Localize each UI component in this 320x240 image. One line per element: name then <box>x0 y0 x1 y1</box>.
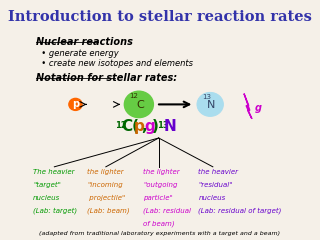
Text: nucleus: nucleus <box>33 195 60 201</box>
Text: projectile": projectile" <box>87 195 126 201</box>
Text: "outgoing: "outgoing <box>143 182 177 188</box>
Text: 12: 12 <box>130 93 139 99</box>
Text: C(: C( <box>121 120 139 134</box>
Text: The heavier: The heavier <box>33 169 75 175</box>
Text: "target": "target" <box>33 182 61 188</box>
Text: particle": particle" <box>143 195 172 201</box>
Text: (adapted from traditional laboratory experiments with a target and a beam): (adapted from traditional laboratory exp… <box>39 231 281 236</box>
Text: 12: 12 <box>115 120 127 130</box>
Text: p: p <box>72 99 79 109</box>
Circle shape <box>124 91 153 118</box>
Text: Notation for stellar rates:: Notation for stellar rates: <box>36 73 177 83</box>
Text: of beam): of beam) <box>143 220 174 227</box>
Circle shape <box>69 98 82 110</box>
Text: • generate energy: • generate energy <box>36 49 119 58</box>
Text: nucleus: nucleus <box>198 195 226 201</box>
Text: Introduction to stellar reaction rates: Introduction to stellar reaction rates <box>8 10 312 24</box>
Text: (Lab: residual of target): (Lab: residual of target) <box>198 207 282 214</box>
Circle shape <box>197 92 223 116</box>
Text: the lighter: the lighter <box>143 169 180 175</box>
Text: 13: 13 <box>157 120 168 130</box>
Text: ): ) <box>152 120 158 134</box>
Text: (Lab: residual: (Lab: residual <box>143 207 191 214</box>
Text: "incoming: "incoming <box>87 182 123 188</box>
Text: (Lab: beam): (Lab: beam) <box>87 207 130 214</box>
Text: N: N <box>164 120 176 134</box>
Text: Nuclear reactions: Nuclear reactions <box>36 37 133 47</box>
Polygon shape <box>244 94 252 119</box>
Text: g: g <box>254 103 261 113</box>
Text: ,: , <box>141 120 147 134</box>
Text: C: C <box>136 100 144 110</box>
Text: g: g <box>144 120 155 134</box>
Text: (Lab: target): (Lab: target) <box>33 207 77 214</box>
Text: 13: 13 <box>202 94 211 100</box>
Text: the lighter: the lighter <box>87 169 124 175</box>
Text: • create new isotopes and elements: • create new isotopes and elements <box>36 59 193 68</box>
Text: the heavier: the heavier <box>198 169 238 175</box>
Text: N: N <box>207 100 215 110</box>
Text: "residual": "residual" <box>198 182 233 188</box>
Text: p: p <box>134 120 145 134</box>
